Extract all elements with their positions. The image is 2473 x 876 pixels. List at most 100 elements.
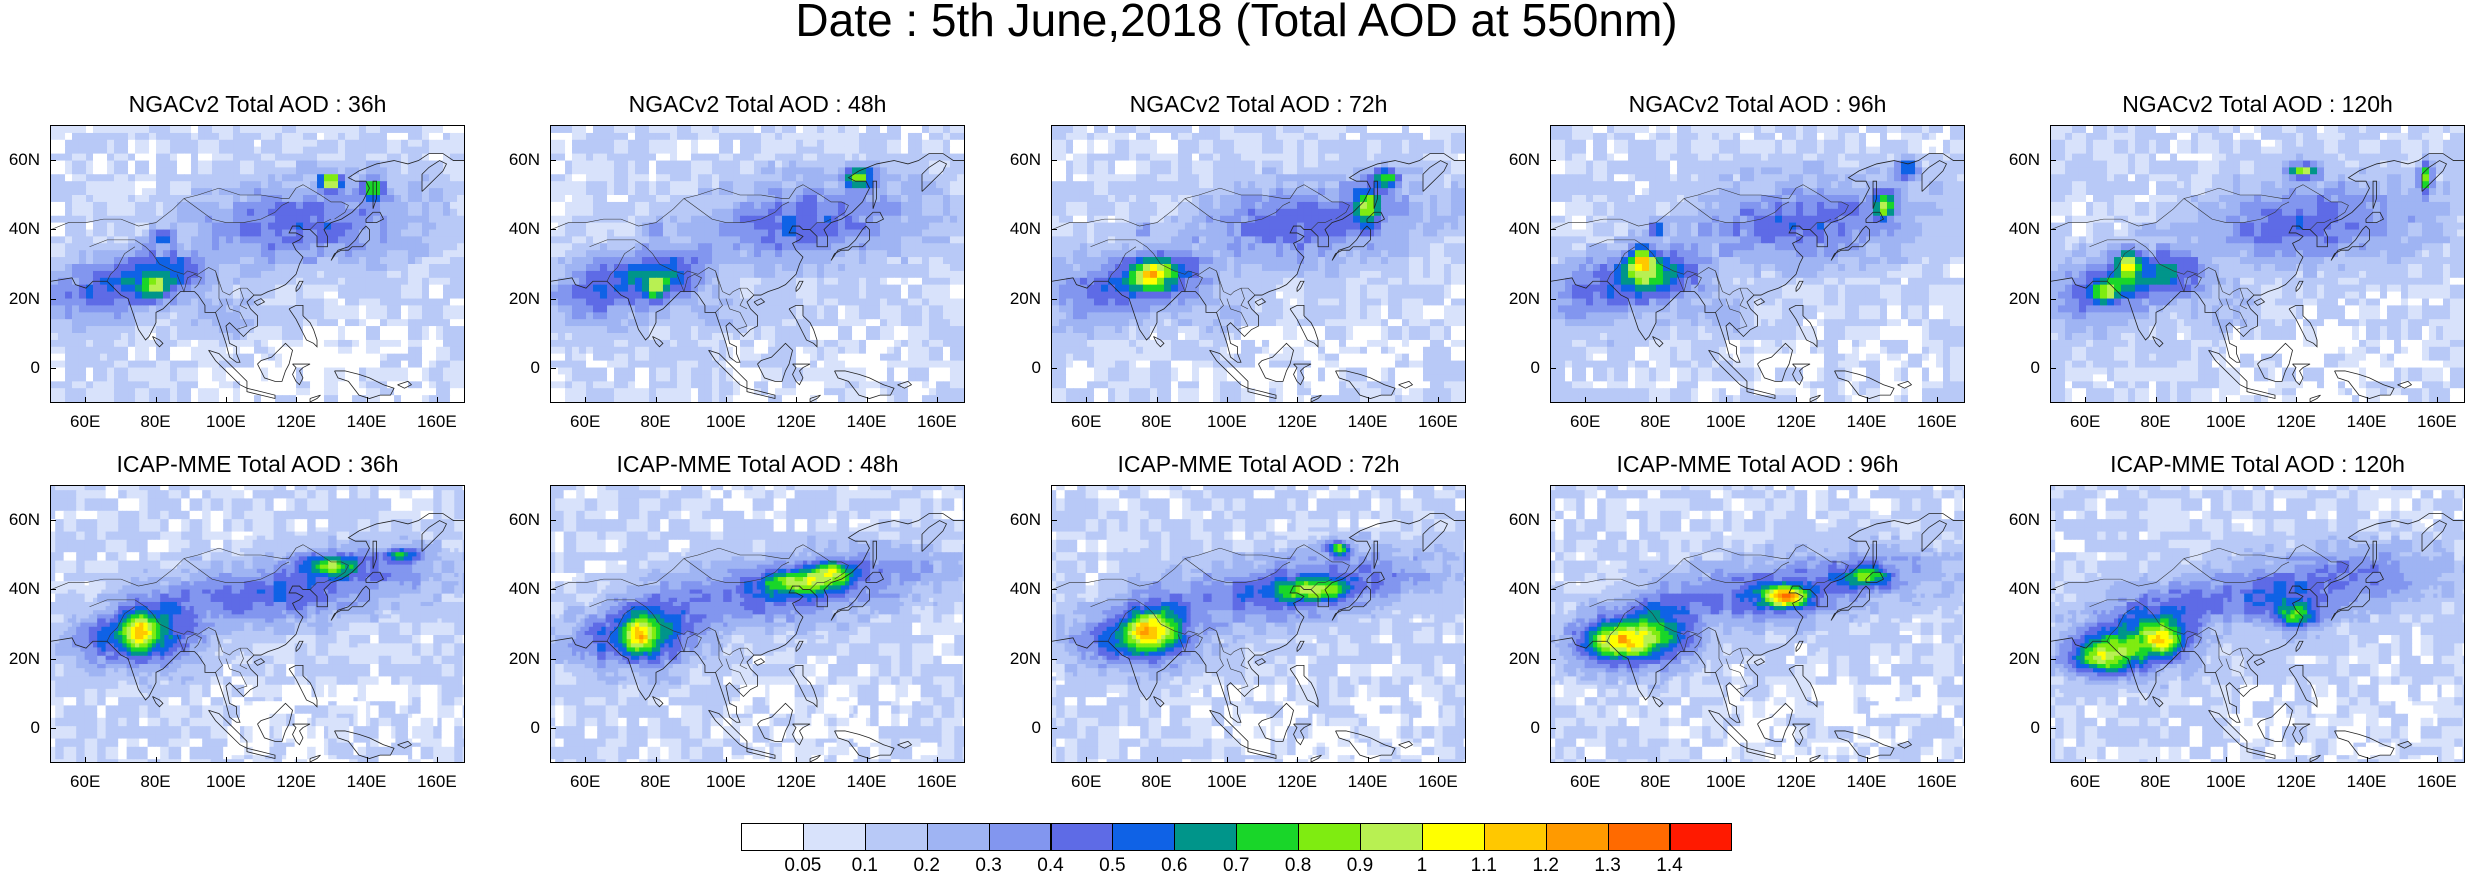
lon-tick-label: 160E [909,413,965,431]
lon-tick-label: 160E [409,413,465,431]
lat-tick-mark [50,160,56,161]
lon-tick-mark [1368,757,1369,763]
colorbar-swatch [989,823,1052,851]
aod-cells [51,486,464,762]
lat-tick-label: 0 [500,719,540,737]
lon-tick-label: 160E [1909,413,1965,431]
aod-field [51,126,464,402]
lat-tick-label: 20N [2000,290,2040,308]
lon-tick-mark [1438,757,1439,763]
lat-tick-label: 20N [1001,650,1041,668]
lon-tick-mark [1867,757,1868,763]
lat-tick-mark [550,659,556,660]
lon-tick-mark [796,757,797,763]
panel-title: ICAP-MME Total AOD : 48h [550,451,965,477]
lon-tick-label: 60E [1058,413,1114,431]
lat-tick-mark [1051,659,1057,660]
aod-map [2050,125,2465,403]
lat-tick-label: 40N [1001,580,1041,598]
lat-tick-label: 0 [500,359,540,377]
lon-tick-label: 60E [557,413,613,431]
colorbar-swatch [1298,823,1361,851]
aod-field [2051,486,2464,762]
lon-tick-mark [226,757,227,763]
lon-tick-label: 60E [1557,413,1613,431]
lon-tick-mark [437,757,438,763]
lon-tick-mark [1086,397,1087,403]
lon-tick-label: 80E [1628,413,1684,431]
lat-tick-mark [1051,728,1057,729]
lat-tick-mark [1550,160,1556,161]
lon-tick-label: 60E [557,773,613,791]
lon-tick-label: 140E [1340,773,1396,791]
lon-tick-label: 100E [1698,413,1754,431]
lat-tick-mark [1550,520,1556,521]
colorbar-label: 0.4 [1026,856,1076,876]
aod-map [2050,485,2465,763]
lon-tick-label: 100E [1199,413,1255,431]
colorbar-label: 0.2 [902,856,952,876]
lat-tick-mark [2050,520,2056,521]
colorbar-label: 0.05 [778,856,828,876]
lon-tick-label: 140E [2339,413,2395,431]
lat-tick-label: 20N [2000,650,2040,668]
lon-tick-mark [437,397,438,403]
colorbar-label: 0.7 [1211,856,1261,876]
colorbar-swatch [1608,823,1671,851]
lat-tick-label: 60N [1500,511,1540,529]
lon-tick-mark [1726,757,1727,763]
lon-tick-label: 120E [1269,773,1325,791]
lat-tick-label: 40N [500,580,540,598]
lat-tick-label: 40N [1500,220,1540,238]
lon-tick-mark [1157,757,1158,763]
lat-tick-label: 40N [0,220,40,238]
lat-tick-label: 40N [0,580,40,598]
lat-tick-label: 20N [500,290,540,308]
lon-tick-label: 120E [1269,413,1325,431]
lon-tick-mark [367,397,368,403]
lon-tick-label: 100E [698,413,754,431]
lat-tick-label: 40N [500,220,540,238]
lat-tick-mark [550,368,556,369]
lat-tick-mark [1051,368,1057,369]
aod-cells [1551,126,1964,402]
colorbar-label: 1.3 [1583,856,1633,876]
colorbar-swatch [1174,823,1237,851]
lat-tick-mark [550,299,556,300]
lat-tick-mark [550,160,556,161]
colorbar-swatch [1112,823,1175,851]
lat-tick-label: 20N [0,290,40,308]
lon-tick-label: 160E [2409,413,2465,431]
lon-tick-label: 120E [2268,413,2324,431]
lat-tick-label: 0 [1500,359,1540,377]
colorbar-label: 0.3 [964,856,1014,876]
aod-map [550,125,965,403]
lat-tick-mark [1550,659,1556,660]
lon-tick-mark [2437,757,2438,763]
lon-tick-mark [2296,757,2297,763]
panel-title: NGACv2 Total AOD : 36h [50,91,465,117]
lon-tick-mark [937,397,938,403]
lon-tick-label: 160E [1410,413,1466,431]
lon-tick-label: 120E [1768,413,1824,431]
lon-tick-mark [1937,757,1938,763]
colorbar-swatch [927,823,990,851]
colorbar-swatch [1484,823,1547,851]
lon-tick-mark [867,757,868,763]
aod-field [1551,486,1964,762]
lat-tick-label: 0 [1001,719,1041,737]
lon-tick-mark [367,757,368,763]
lon-tick-label: 100E [198,773,254,791]
lon-tick-label: 80E [1129,413,1185,431]
lon-tick-mark [85,397,86,403]
panel-title: ICAP-MME Total AOD : 36h [50,451,465,477]
lat-tick-mark [550,728,556,729]
